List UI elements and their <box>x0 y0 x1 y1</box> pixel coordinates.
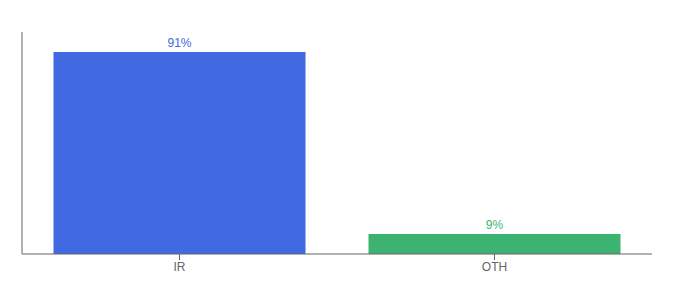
svg-text:IR: IR <box>174 260 186 274</box>
svg-text:9%: 9% <box>486 218 504 232</box>
svg-text:91%: 91% <box>167 36 191 50</box>
svg-text:OTH: OTH <box>482 260 507 274</box>
